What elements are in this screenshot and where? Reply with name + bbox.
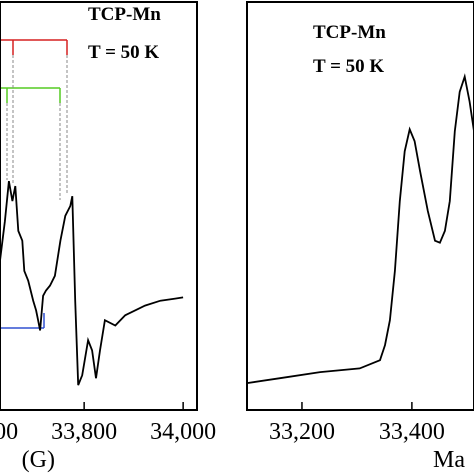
annotation: TCP-Mn (88, 4, 161, 25)
blue-bracket (0, 313, 45, 329)
x-tick-label: 33,600 (0, 419, 18, 445)
plot-frame (0, 1, 198, 411)
x-tick-label: 33,400 (379, 419, 445, 445)
green-bracket (0, 87, 61, 103)
x-tick-label: 34,000 (150, 419, 216, 445)
red-bracket (0, 39, 68, 55)
spectrum-line (246, 73, 474, 384)
x-tick-label: 33,800 (51, 419, 117, 445)
guide-lines (6, 55, 68, 200)
annotation: T = 50 K (313, 56, 384, 77)
annotation: TCP-Mn (313, 22, 386, 43)
x-tick-label: 33,200 (269, 419, 335, 445)
x-axis-label: (G) (22, 447, 55, 473)
annotation: T = 50 K (88, 42, 159, 63)
spectrum-line (0, 180, 184, 386)
brackets (0, 39, 68, 329)
plot-frame (246, 1, 474, 411)
x-axis-label: Ma (433, 447, 465, 473)
